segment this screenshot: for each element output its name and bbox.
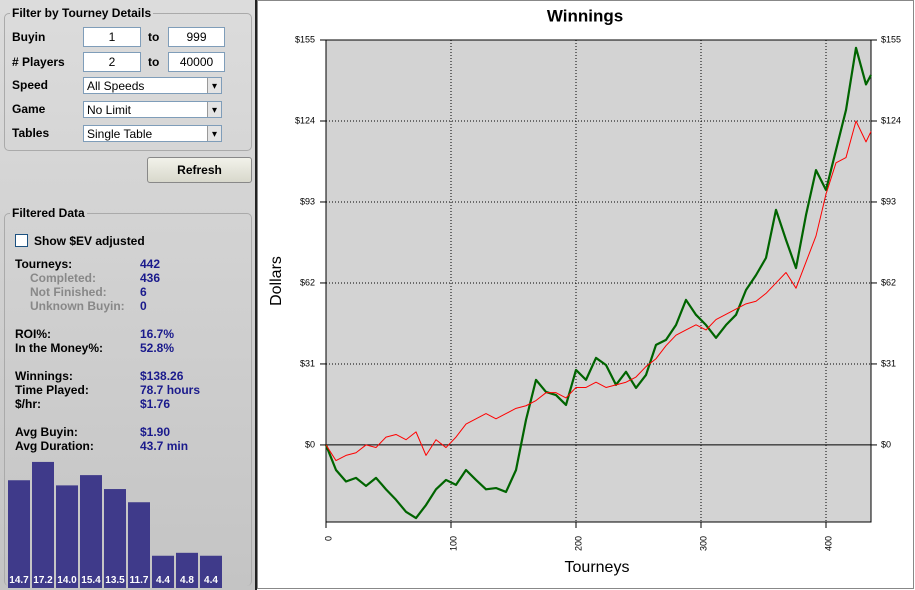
bar xyxy=(128,502,150,588)
range-from[interactable]: 1 xyxy=(83,27,141,47)
stat-value: 16.7% xyxy=(140,327,175,341)
y2-tick-label: $155 xyxy=(881,34,901,44)
bar-label: 14.0 xyxy=(57,575,77,586)
range-to[interactable]: 40000 xyxy=(168,52,225,72)
dropdown[interactable]: No Limit xyxy=(83,101,222,118)
dropdown[interactable]: Single Table xyxy=(83,125,222,142)
stat-value: 43.7 min xyxy=(140,439,189,453)
chart-title: Winnings xyxy=(547,6,623,25)
stat-label: Unknown Buyin: xyxy=(30,299,125,313)
bar xyxy=(104,489,126,588)
filter-label: Buyin xyxy=(12,30,46,44)
y2-tick-label: $93 xyxy=(881,196,896,206)
stat-label: ROI%: xyxy=(15,327,51,341)
y2-tick-label: $62 xyxy=(881,277,896,287)
checkbox-label: Show $EV adjusted xyxy=(34,234,145,248)
x-tick-label: 400 xyxy=(823,536,833,551)
bar-label: 4.4 xyxy=(156,575,170,586)
stat-label: Tourneys: xyxy=(15,257,73,271)
bar-label: 4.8 xyxy=(180,575,194,586)
chart: Winnings Tourneys Dollars $0 $0 $31 $31 $62 $… xyxy=(257,0,914,589)
stat-value: $138.26 xyxy=(140,369,184,383)
stat-label: Avg Duration: xyxy=(15,439,94,453)
filter-label: # Players xyxy=(12,55,65,69)
bar xyxy=(32,461,54,588)
y-tick-label: $62 xyxy=(300,277,315,287)
filter-title: Filter by Tourney Details xyxy=(10,6,154,20)
filtered-title: Filtered Data xyxy=(10,206,87,220)
plot-area xyxy=(325,39,872,523)
y-tick-label: $0 xyxy=(305,439,315,449)
x-tick-label: 100 xyxy=(448,536,458,551)
y2-tick-label: $31 xyxy=(881,358,896,368)
stat-value: 0 xyxy=(140,299,147,313)
stat-value: 442 xyxy=(140,257,161,271)
y-tick-label: $155 xyxy=(295,34,315,44)
filter-label: Speed xyxy=(12,78,49,92)
stat-label: Winnings: xyxy=(15,369,73,383)
x-tick-label: 200 xyxy=(573,536,583,551)
histogram: 14.7 17.2 14.0 15.4 13.5 11.7 4.4 4.8 4.4 xyxy=(8,461,222,588)
bar xyxy=(80,475,102,588)
filter-label: Tables xyxy=(12,126,50,140)
y-tick-label: $124 xyxy=(295,115,315,125)
range-sep: to xyxy=(148,30,160,44)
bar-label: 13.5 xyxy=(105,575,125,586)
x-axis-label: Tourneys xyxy=(565,559,630,576)
bar xyxy=(176,552,198,588)
stat-label: $/hr: xyxy=(15,397,42,411)
stat-value: $1.90 xyxy=(140,425,171,439)
series-line xyxy=(325,120,872,462)
filter-label: Game xyxy=(12,102,46,116)
x-tick-label: 300 xyxy=(698,536,708,551)
stat-label: Not Finished: xyxy=(30,285,107,299)
y2-tick-label: $124 xyxy=(881,115,901,125)
stat-value: 78.7 hours xyxy=(140,383,201,397)
stat-label: Avg Buyin: xyxy=(15,425,78,439)
x-tick-label: 0 xyxy=(323,536,333,541)
dropdown[interactable]: All Speeds xyxy=(83,77,222,94)
bar-label: 15.4 xyxy=(81,575,101,586)
y2-tick-label: $0 xyxy=(881,439,891,449)
bar xyxy=(152,555,174,588)
stat-value: 52.8% xyxy=(140,341,175,355)
range-from[interactable]: 2 xyxy=(83,52,141,72)
stat-value: $1.76 xyxy=(140,397,171,411)
y-axis-label: Dollars xyxy=(268,256,285,306)
bar xyxy=(200,555,222,588)
sidebar: Filter by Tourney Details Refresh Filter… xyxy=(0,0,257,590)
bar xyxy=(56,485,78,588)
stat-value: 6 xyxy=(140,285,147,299)
ev-checkbox[interactable] xyxy=(15,234,28,247)
stat-label: Completed: xyxy=(30,271,96,285)
series-line xyxy=(324,46,872,520)
range-sep: to xyxy=(148,55,160,69)
bar-label: 11.7 xyxy=(130,575,149,586)
bar-label: 14.7 xyxy=(9,575,29,586)
chart-frame xyxy=(257,0,914,589)
bar-label: 4.4 xyxy=(204,575,218,586)
refresh-button[interactable]: Refresh xyxy=(147,157,252,183)
stat-label: In the Money%: xyxy=(15,341,104,355)
bar-label: 17.2 xyxy=(33,575,53,586)
filtered-panel xyxy=(4,213,252,586)
stat-label: Time Played: xyxy=(15,383,89,397)
stat-value: 436 xyxy=(140,271,161,285)
y-tick-label: $93 xyxy=(300,196,315,206)
range-to[interactable]: 999 xyxy=(168,27,225,47)
y-tick-label: $31 xyxy=(300,358,315,368)
bar xyxy=(8,480,30,588)
